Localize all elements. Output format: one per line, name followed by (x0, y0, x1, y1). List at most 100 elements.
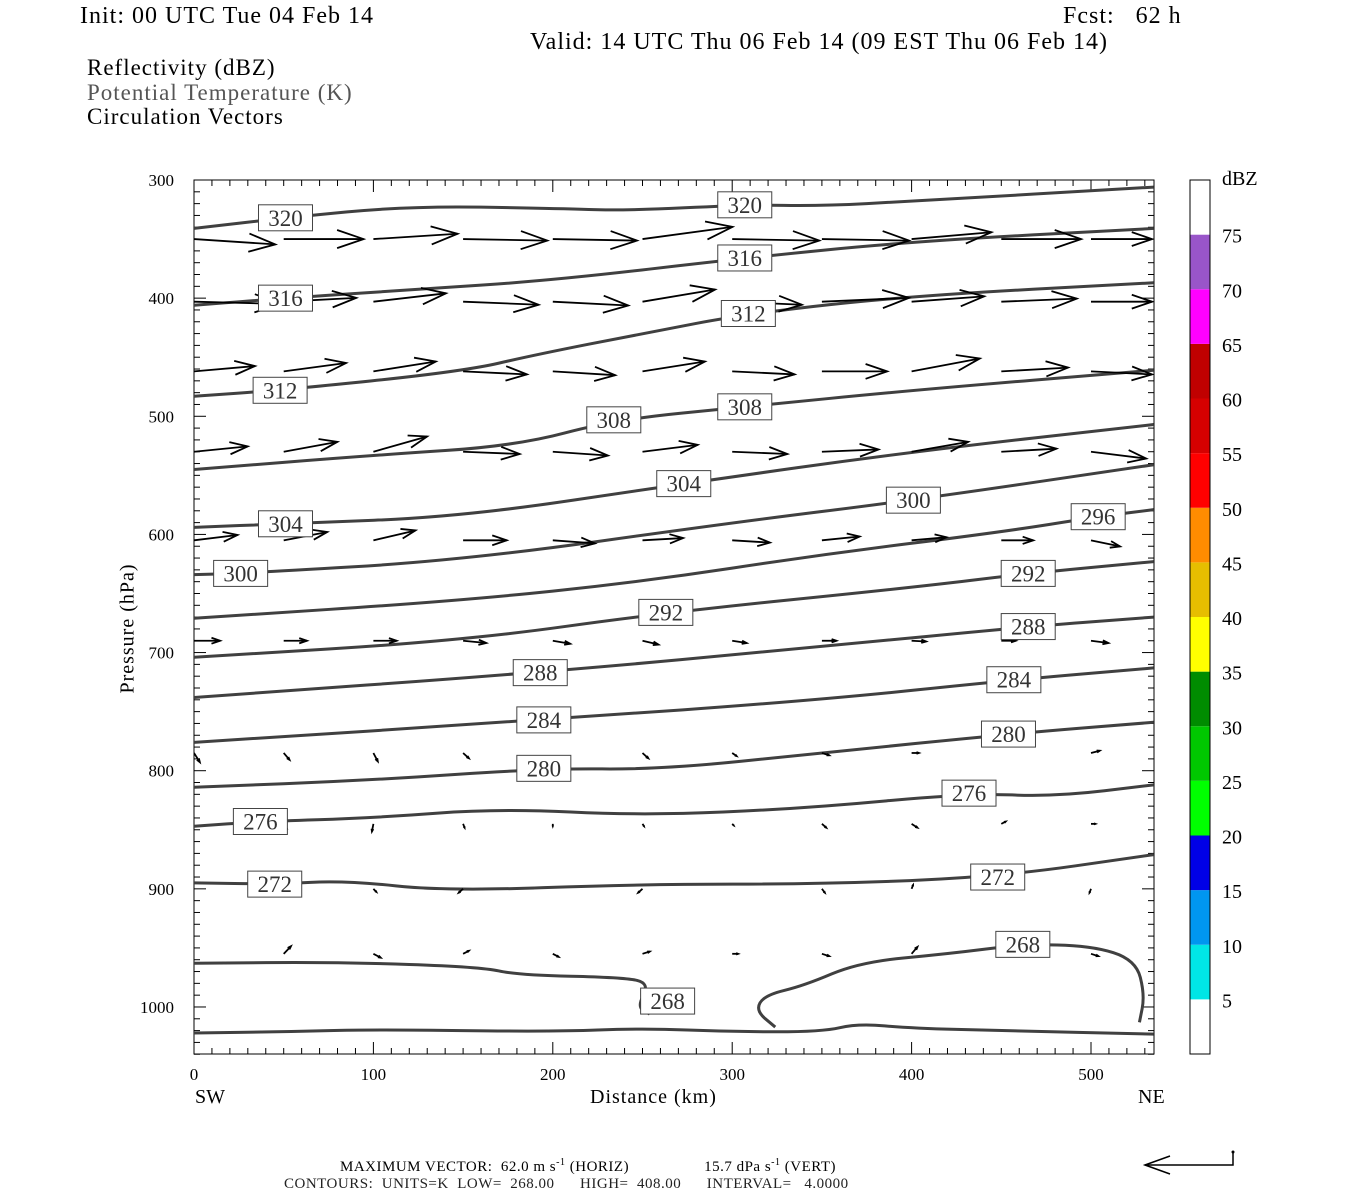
contour-label: 304 (667, 472, 702, 497)
circulation-vector (552, 238, 638, 242)
vector-arrowhead (734, 753, 739, 758)
circulation-vector (1090, 639, 1109, 644)
max-vector-line: MAXIMUM VECTOR: 62.0 m s-1 (HORIZ) 15.7 d… (340, 1157, 836, 1176)
vector-arrowhead (1131, 365, 1154, 382)
vector-arrowhead (229, 441, 251, 456)
circulation-vector (642, 288, 716, 303)
theta-contour-268 (194, 961, 651, 1016)
contour-label: 312 (263, 378, 298, 403)
vector-arrowhead (370, 828, 375, 835)
vector-arrowhead (374, 757, 380, 764)
vector-arrowhead (580, 536, 598, 549)
colorbar-swatch (1190, 999, 1210, 1054)
colorbar-tick-label: 65 (1222, 335, 1242, 357)
vector-arrowhead (704, 220, 736, 241)
vector-arrowhead (669, 533, 686, 545)
vector-arrowhead (388, 637, 400, 645)
colorbar-swatch (1190, 780, 1210, 836)
colorbar-tick-label: 35 (1222, 663, 1242, 685)
contour-label-box (717, 393, 773, 421)
colorbar-tick-label: 30 (1222, 717, 1242, 739)
vector-arrowhead (645, 755, 651, 761)
vector-arrowhead (420, 286, 449, 306)
y-tick-label: 400 (149, 289, 175, 308)
circulation-vector (911, 536, 947, 542)
y-tick-label: 700 (149, 644, 175, 663)
contour-label-box (717, 244, 773, 272)
circulation-vector (194, 534, 238, 542)
vector-arrowhead (593, 366, 618, 382)
colorbar-tick-label: 60 (1222, 390, 1242, 412)
circulation-vector (373, 232, 458, 240)
theta-contour-276 (194, 783, 1154, 828)
colorbar-tick-label: 45 (1222, 553, 1242, 575)
vector-arrowhead (1131, 293, 1154, 310)
circulation-vector (1090, 450, 1147, 460)
contour-label-box (640, 987, 696, 1015)
circulation-vector (732, 370, 795, 376)
contour-label: 288 (1011, 615, 1046, 640)
colorbar-tick-label: 75 (1222, 226, 1242, 248)
vector-arrowhead (678, 440, 701, 455)
colorbar-tick-label: 55 (1222, 444, 1242, 466)
vector-arrowhead (1093, 822, 1099, 826)
colorbar-swatch (1190, 562, 1210, 617)
vector-arrowhead (773, 365, 798, 382)
vector-arrowhead (233, 360, 258, 376)
contour-label-box (512, 659, 568, 687)
vector-arrowhead (859, 442, 882, 458)
contour-label-box (232, 808, 288, 836)
circulation-vector (463, 639, 487, 644)
x-right-label: NE (1138, 1086, 1165, 1108)
contour-label-box (257, 510, 313, 538)
colorbar-swatch (1190, 617, 1210, 672)
contour-label-box (1070, 503, 1126, 531)
vector-arrowhead (466, 755, 471, 761)
vector-arrowhead (916, 751, 922, 755)
circulation-vector (642, 537, 684, 542)
circulation-vector (194, 238, 276, 246)
field-reflectivity: Reflectivity (dBZ) (87, 55, 276, 80)
colorbar-swatch (1190, 398, 1210, 454)
contour-label-box (213, 559, 269, 587)
contour-group (194, 185, 1154, 1036)
colorbar-swatch (1190, 726, 1210, 781)
vector-arrowhead (1051, 290, 1080, 310)
contour-label: 292 (649, 600, 684, 625)
x-tick-label: 100 (361, 1065, 387, 1084)
x-tick-label: 0 (190, 1065, 199, 1084)
circulation-vector (642, 226, 733, 240)
vector-arrowhead (1022, 535, 1037, 545)
vector-arrowhead (602, 294, 632, 314)
vector-arrowhead (311, 528, 330, 541)
vector-arrowhead (1096, 749, 1103, 754)
vector-arrowhead (336, 229, 367, 249)
circulation-vector (552, 450, 609, 457)
contour-label: 268 (1006, 932, 1041, 957)
vector-arrowhead (756, 536, 773, 548)
circulation-vector (911, 295, 985, 303)
contour-label-box (986, 666, 1042, 694)
colorbar-tick-label: 15 (1222, 881, 1242, 903)
circulation-vector (732, 539, 770, 544)
vector-arrowhead (413, 356, 439, 373)
colorbar-swatch (1190, 890, 1210, 945)
circulation-vector (1090, 539, 1121, 548)
vector-arrowhead (287, 944, 293, 950)
theta-contour-288 (194, 615, 1154, 699)
circulation-vector (552, 639, 571, 645)
vector-arrowhead (298, 637, 310, 645)
vector-group (194, 220, 1154, 959)
x-tick-label: 500 (1078, 1065, 1104, 1084)
colorbar-swatch (1190, 180, 1210, 235)
colorbar-frame (1189, 179, 1211, 1055)
contour-label-box (247, 870, 303, 898)
vector-arrowhead (1102, 639, 1112, 646)
circulation-vector (552, 539, 595, 545)
field-circulation-vectors: Circulation Vectors (87, 104, 284, 129)
colorbar-swatch (1190, 507, 1210, 563)
vector-arrowhead (512, 294, 542, 314)
vector-arrowhead (1088, 890, 1092, 896)
vector-arrowhead (478, 638, 490, 646)
vector-arrowhead (1003, 820, 1009, 824)
